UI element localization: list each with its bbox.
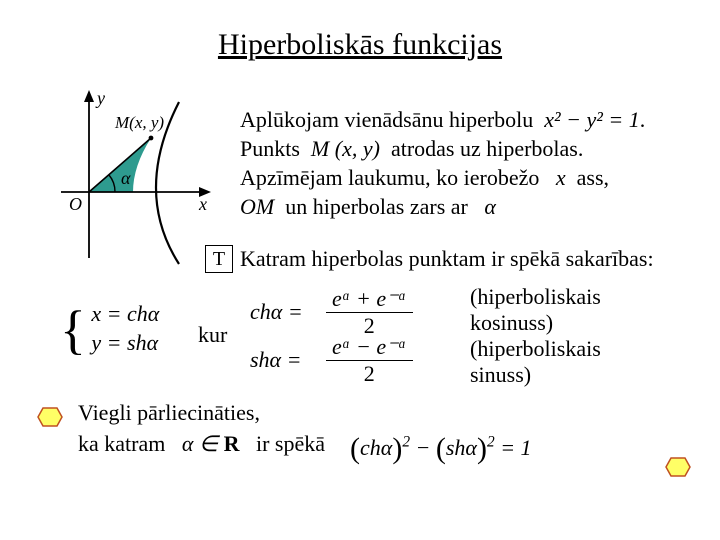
axis-y-label: y xyxy=(95,88,105,108)
cosh-label-2: kosinuss) xyxy=(470,310,601,336)
left-brace-icon: { xyxy=(60,306,86,355)
conclude-l2b: ir spēkā xyxy=(256,431,325,456)
ch-label: chα = xyxy=(250,299,320,325)
theorem-badge: T xyxy=(205,245,233,273)
ch-numerator: eᵅ + e⁻ᵅ xyxy=(326,286,413,313)
point-m: M (x, y) xyxy=(311,136,380,161)
sh-fraction: eᵅ − e⁻ᵅ 2 xyxy=(326,334,413,387)
identity-sh: shα xyxy=(446,435,477,460)
identity-eq: = 1 xyxy=(495,435,532,460)
x-axis-word: x xyxy=(556,165,566,190)
intro-l3a: Apzīmējam laukumu, ko ierobežo xyxy=(240,165,539,190)
conclude-l1: Viegli pārliecināties, xyxy=(78,400,260,425)
paren-open-1: ( xyxy=(350,432,360,465)
identity-minus: − xyxy=(410,435,436,460)
paren-close-1: ) xyxy=(392,432,402,465)
exp-2: 2 xyxy=(487,434,495,451)
eq-hyperbola: x² − y² = 1 xyxy=(544,107,639,132)
alpha-in-R: α ∈ xyxy=(182,431,224,456)
sh-denominator: 2 xyxy=(326,361,413,387)
alpha-symbol: α xyxy=(484,194,496,219)
conclude-l2a: ka katram xyxy=(78,431,165,456)
segment-om: OM xyxy=(240,194,274,219)
cosh-label-1: (hiperboliskais xyxy=(470,284,601,310)
hexagon-bullet-icon xyxy=(32,406,68,428)
sh-label: shα = xyxy=(250,347,320,373)
exp-1: 2 xyxy=(402,434,410,451)
ch-fraction: eᵅ + e⁻ᵅ 2 xyxy=(326,286,413,339)
origin-label: O xyxy=(69,194,82,214)
intro-l2b: atrodas uz hiperbolas. xyxy=(391,136,583,161)
hyperbola-graph: y x O M(x, y) α xyxy=(55,88,215,268)
hyperbolic-identity: (chα)2 − (shα)2 = 1 xyxy=(350,432,532,466)
intro-l3b: ass, xyxy=(577,165,609,190)
sinh-label-2: sinuss) xyxy=(470,362,601,388)
paren-close-2: ) xyxy=(477,432,487,465)
angle-alpha-label: α xyxy=(121,168,131,188)
system-row1: x = chα xyxy=(91,301,159,326)
intro-l4: un hiperbolas zars ar xyxy=(285,194,468,219)
identity-ch: chα xyxy=(360,435,392,460)
intro-l1a: Aplūkojam vienādsānu hiperbolu xyxy=(240,107,533,132)
paren-open-2: ( xyxy=(436,432,446,465)
intro-l2a: Punkts xyxy=(240,136,300,161)
system-row2: y = shα xyxy=(91,330,158,355)
page-title: Hiperboliskās funkcijas xyxy=(0,28,720,62)
definition-parentheticals: (hiperboliskais kosinuss) (hiperboliskai… xyxy=(470,284,601,388)
intro-paragraph: Aplūkojam vienādsānu hiperbolu x² − y² =… xyxy=(240,105,710,221)
sh-numerator: eᵅ − e⁻ᵅ xyxy=(326,334,413,361)
where-label: kur xyxy=(198,322,227,348)
point-m-label: M(x, y) xyxy=(114,113,164,132)
hyperbolic-definitions: chα = eᵅ + e⁻ᵅ 2 shα = eᵅ − e⁻ᵅ 2 xyxy=(250,288,413,384)
real-set: R xyxy=(224,431,240,456)
intro-l1b: . xyxy=(640,107,646,132)
axis-x-label: x xyxy=(198,194,207,214)
parametric-system: { x = chα y = shα xyxy=(60,300,159,357)
theorem-text: Katram hiperbolas punktam ir spēkā sakar… xyxy=(240,246,710,272)
sinh-label-1: (hiperboliskais xyxy=(470,336,601,362)
